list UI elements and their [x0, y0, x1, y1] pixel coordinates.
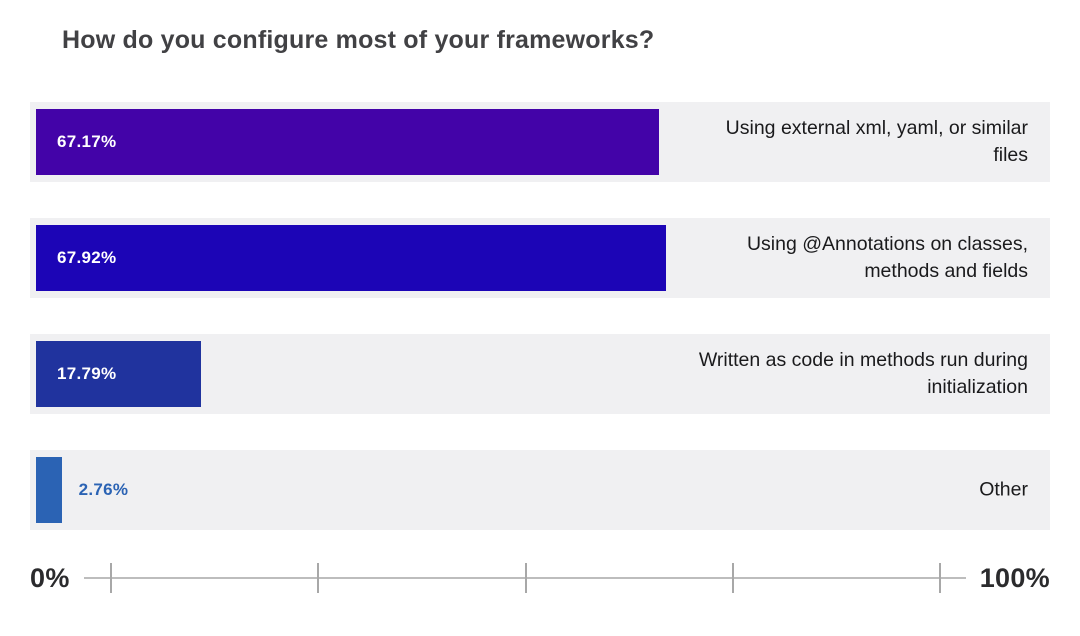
axis-min-label: 0% — [30, 562, 70, 593]
bar: 17.79% — [36, 341, 201, 407]
category-label: Using external xml, yaml, or similar fil… — [725, 117, 1028, 166]
axis-tick — [110, 563, 113, 593]
x-axis: 0% 100% — [30, 556, 1050, 600]
bar: 67.17% — [36, 109, 659, 175]
axis-line — [83, 563, 966, 593]
bar-track: 67.17% — [36, 109, 1044, 175]
axis-tick — [317, 563, 320, 593]
bar-row: 17.79% Written as code in methods run du… — [30, 334, 1050, 414]
axis-tick — [939, 563, 942, 593]
category-label: Using @Annotations on classes, methods a… — [746, 233, 1028, 282]
bar-row: 67.17% Using external xml, yaml, or simi… — [30, 102, 1050, 182]
bar-track: 17.79% — [36, 341, 1044, 407]
bar-value-label: 67.17% — [57, 132, 117, 151]
bar: 67.92% — [36, 225, 666, 291]
bar-value-label: 67.92% — [57, 248, 117, 267]
bar-track: 67.92% — [36, 225, 1044, 291]
chart-body: 67.17% Using external xml, yaml, or simi… — [30, 102, 1050, 566]
bar — [36, 457, 62, 523]
category-label: Other — [979, 478, 1028, 501]
bar-row: 2.76% Other — [30, 450, 1050, 530]
bar-row: 67.92% Using @Annotations on classes, me… — [30, 218, 1050, 298]
axis-max-label: 100% — [979, 562, 1050, 593]
axis-tick — [731, 563, 734, 593]
chart-title: How do you configure most of your framew… — [62, 26, 655, 54]
bar-value-label: 2.76% — [78, 480, 129, 499]
category-label: Written as code in methods run during in… — [698, 349, 1028, 398]
axis-tick — [524, 563, 527, 593]
bar-value-label: 17.79% — [57, 364, 117, 383]
bar-track: 2.76% — [36, 457, 1044, 523]
